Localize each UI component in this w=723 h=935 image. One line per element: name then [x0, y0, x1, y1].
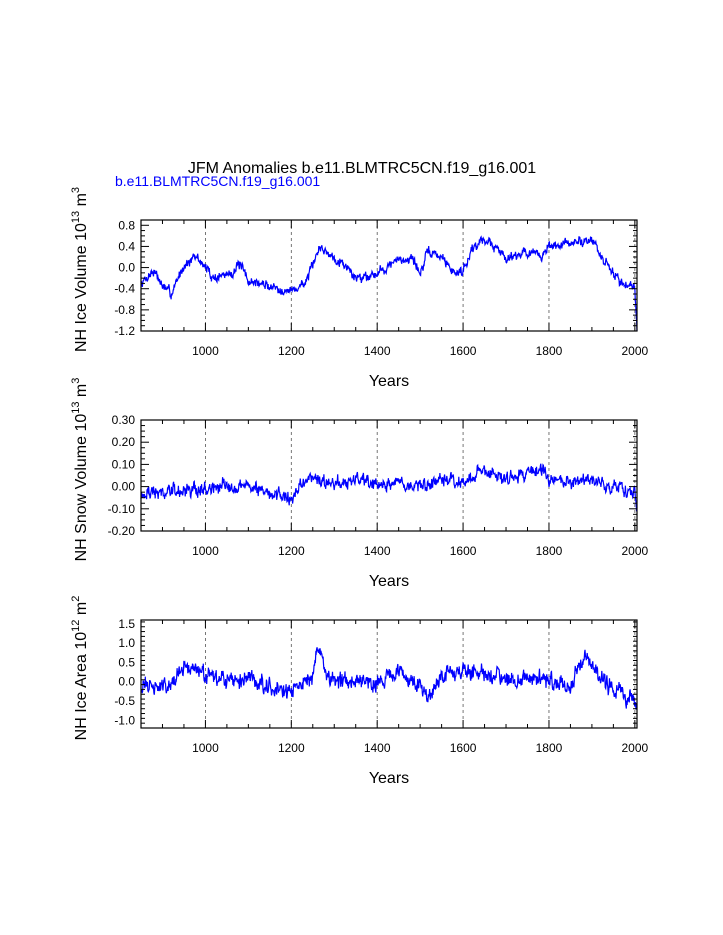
- x-tick-label: 1400: [364, 344, 391, 358]
- y-tick-label: -0.10: [108, 502, 136, 516]
- data-series-line: [140, 463, 638, 512]
- x-tick-label: 1200: [278, 741, 305, 755]
- panel-ice-area: 1000 1200 1400 1600 1800 2000 1.5 1.0 0.5 0.0 -0.5…: [70, 596, 649, 787]
- panel-ice-volume: 1000 1200 1400 1600 1800 2000 0.8 0.4 0.0 -0.4 -0.…: [70, 187, 649, 390]
- y-tick-label: -0.5: [114, 694, 135, 708]
- y-tick-label: 0.0: [118, 261, 135, 275]
- x-tick-label: 1600: [450, 544, 477, 558]
- x-axis-label: Years: [369, 770, 409, 787]
- x-tick-label: 1000: [192, 544, 219, 558]
- y-tick-label: 0.10: [112, 457, 136, 471]
- plot-frame: [140, 219, 638, 332]
- panel-snow-volume: 1000 1200 1400 1600 1800 2000 0.30 0.20 0.10 0.00…: [70, 378, 649, 590]
- y-tick-label: -1.2: [114, 324, 135, 338]
- y-axis-label: NH Ice Area 1012 m2: [70, 596, 90, 741]
- plot-frame: [140, 419, 638, 532]
- y-tick-label: -0.8: [114, 303, 135, 317]
- x-tick-label: 1200: [278, 344, 305, 358]
- data-series-line: [140, 647, 638, 710]
- y-tick-label: 1.0: [118, 636, 135, 650]
- x-tick-label: 1400: [364, 544, 391, 558]
- y-tick-label: -0.4: [114, 282, 135, 296]
- y-tick-label: -1.0: [114, 713, 135, 727]
- x-tick-label: 1600: [450, 344, 477, 358]
- x-tick-label: 2000: [622, 544, 649, 558]
- x-tick-label: 1400: [364, 741, 391, 755]
- x-tick-label: 2000: [622, 344, 649, 358]
- y-tick-label: 0.8: [118, 218, 135, 232]
- x-axis-label: Years: [369, 373, 409, 390]
- x-tick-label: 2000: [622, 741, 649, 755]
- y-tick-label: -0.20: [108, 524, 136, 538]
- x-tick-label: 1200: [278, 544, 305, 558]
- data-series-line: [140, 235, 638, 332]
- y-tick-label: 0.20: [112, 435, 136, 449]
- legend-label: b.e11.BLMTRC5CN.f19_g16.001: [115, 173, 320, 189]
- y-axis-label: NH Ice Volume 1013 m3: [70, 187, 90, 352]
- y-axis-label: NH Snow Volume 1013 m3: [70, 378, 90, 562]
- y-tick-label: 0.4: [118, 239, 135, 253]
- y-tick-label: 0.00: [112, 480, 136, 494]
- x-tick-label: 1600: [450, 741, 477, 755]
- plot-frame: [140, 619, 638, 729]
- x-axis-label: Years: [369, 573, 409, 590]
- x-tick-label: 1800: [536, 741, 563, 755]
- figure-title: JFM Anomalies b.e11.BLMTRC5CN.f19_g16.00…: [188, 160, 536, 177]
- x-tick-label: 1000: [192, 344, 219, 358]
- y-tick-label: 0.5: [118, 655, 135, 669]
- x-tick-label: 1800: [536, 544, 563, 558]
- y-tick-label: 0.30: [112, 413, 136, 427]
- x-tick-label: 1800: [536, 344, 563, 358]
- y-tick-label: 0.0: [118, 675, 135, 689]
- y-tick-label: 1.5: [118, 617, 135, 631]
- x-tick-label: 1000: [192, 741, 219, 755]
